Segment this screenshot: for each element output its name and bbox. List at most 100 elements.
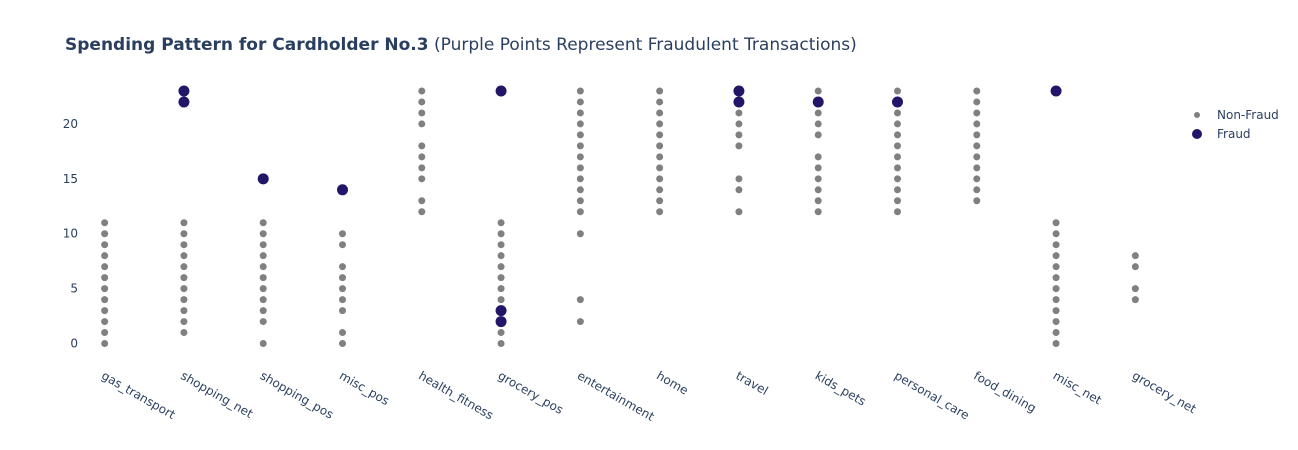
non-fraud-point[interactable]	[814, 175, 822, 183]
non-fraud-point[interactable]	[101, 340, 109, 348]
non-fraud-point[interactable]	[497, 285, 505, 293]
non-fraud-point[interactable]	[339, 307, 346, 315]
non-fraud-point[interactable]	[1052, 263, 1060, 271]
non-fraud-point[interactable]	[101, 219, 109, 227]
non-fraud-point[interactable]	[973, 142, 981, 150]
non-fraud-point[interactable]	[259, 318, 267, 326]
fraud-point[interactable]	[1050, 85, 1062, 97]
non-fraud-point[interactable]	[656, 175, 664, 183]
non-fraud-point[interactable]	[894, 197, 901, 205]
non-fraud-point[interactable]	[418, 208, 426, 216]
non-fraud-point[interactable]	[180, 307, 188, 315]
non-fraud-point[interactable]	[576, 230, 584, 238]
non-fraud-point[interactable]	[180, 241, 188, 249]
non-fraud-point[interactable]	[1131, 252, 1139, 260]
non-fraud-point[interactable]	[497, 296, 505, 304]
non-fraud-point[interactable]	[339, 241, 346, 249]
non-fraud-point[interactable]	[101, 252, 109, 260]
non-fraud-point[interactable]	[1052, 241, 1060, 249]
non-fraud-point[interactable]	[894, 109, 901, 117]
non-fraud-point[interactable]	[339, 340, 346, 348]
non-fraud-point[interactable]	[1052, 307, 1060, 315]
non-fraud-point[interactable]	[576, 98, 584, 106]
non-fraud-point[interactable]	[973, 153, 981, 161]
fraud-point[interactable]	[892, 96, 903, 108]
non-fraud-point[interactable]	[101, 307, 109, 315]
non-fraud-point[interactable]	[576, 131, 584, 139]
non-fraud-point[interactable]	[180, 263, 188, 271]
non-fraud-point[interactable]	[101, 296, 109, 304]
non-fraud-point[interactable]	[576, 197, 584, 205]
non-fraud-point[interactable]	[576, 296, 584, 304]
non-fraud-point[interactable]	[1052, 329, 1060, 337]
non-fraud-point[interactable]	[973, 87, 981, 95]
non-fraud-point[interactable]	[259, 274, 267, 282]
fraud-point[interactable]	[733, 96, 745, 108]
fraud-point[interactable]	[337, 184, 348, 196]
non-fraud-point[interactable]	[973, 98, 981, 106]
fraud-point[interactable]	[257, 173, 269, 185]
non-fraud-point[interactable]	[814, 197, 822, 205]
non-fraud-point[interactable]	[497, 274, 505, 282]
non-fraud-point[interactable]	[576, 175, 584, 183]
non-fraud-point[interactable]	[814, 131, 822, 139]
non-fraud-point[interactable]	[735, 109, 743, 117]
non-fraud-point[interactable]	[973, 131, 981, 139]
non-fraud-point[interactable]	[656, 131, 664, 139]
non-fraud-point[interactable]	[497, 230, 505, 238]
non-fraud-point[interactable]	[576, 142, 584, 150]
non-fraud-point[interactable]	[656, 98, 664, 106]
non-fraud-point[interactable]	[339, 296, 346, 304]
non-fraud-point[interactable]	[180, 318, 188, 326]
non-fraud-point[interactable]	[894, 153, 901, 161]
non-fraud-point[interactable]	[180, 296, 188, 304]
non-fraud-point[interactable]	[1131, 296, 1139, 304]
non-fraud-point[interactable]	[814, 153, 822, 161]
non-fraud-point[interactable]	[418, 164, 426, 172]
non-fraud-point[interactable]	[576, 208, 584, 216]
non-fraud-point[interactable]	[101, 230, 109, 238]
non-fraud-point[interactable]	[339, 274, 346, 282]
non-fraud-point[interactable]	[180, 230, 188, 238]
non-fraud-point[interactable]	[1052, 296, 1060, 304]
non-fraud-point[interactable]	[418, 120, 426, 128]
non-fraud-point[interactable]	[576, 153, 584, 161]
non-fraud-point[interactable]	[418, 98, 426, 106]
non-fraud-point[interactable]	[735, 208, 743, 216]
non-fraud-point[interactable]	[1052, 252, 1060, 260]
non-fraud-point[interactable]	[576, 186, 584, 194]
non-fraud-point[interactable]	[418, 87, 426, 95]
non-fraud-point[interactable]	[973, 186, 981, 194]
non-fraud-point[interactable]	[259, 340, 267, 348]
non-fraud-point[interactable]	[180, 252, 188, 260]
non-fraud-point[interactable]	[814, 120, 822, 128]
non-fraud-point[interactable]	[1131, 263, 1139, 271]
non-fraud-point[interactable]	[180, 285, 188, 293]
non-fraud-point[interactable]	[259, 285, 267, 293]
non-fraud-point[interactable]	[973, 175, 981, 183]
non-fraud-point[interactable]	[814, 87, 822, 95]
non-fraud-point[interactable]	[973, 120, 981, 128]
non-fraud-point[interactable]	[101, 263, 109, 271]
non-fraud-point[interactable]	[101, 241, 109, 249]
non-fraud-point[interactable]	[735, 186, 743, 194]
non-fraud-point[interactable]	[576, 120, 584, 128]
non-fraud-point[interactable]	[814, 164, 822, 172]
non-fraud-point[interactable]	[259, 230, 267, 238]
non-fraud-point[interactable]	[656, 153, 664, 161]
non-fraud-point[interactable]	[1052, 230, 1060, 238]
non-fraud-point[interactable]	[894, 87, 901, 95]
non-fraud-point[interactable]	[418, 153, 426, 161]
non-fraud-point[interactable]	[180, 274, 188, 282]
fraud-point[interactable]	[812, 96, 824, 108]
non-fraud-point[interactable]	[576, 318, 584, 326]
non-fraud-point[interactable]	[656, 164, 664, 172]
non-fraud-point[interactable]	[894, 131, 901, 139]
non-fraud-point[interactable]	[101, 274, 109, 282]
non-fraud-point[interactable]	[1131, 285, 1139, 293]
non-fraud-point[interactable]	[656, 208, 664, 216]
non-fraud-point[interactable]	[656, 142, 664, 150]
non-fraud-point[interactable]	[497, 252, 505, 260]
fraud-point[interactable]	[733, 85, 745, 97]
non-fraud-point[interactable]	[1052, 318, 1060, 326]
